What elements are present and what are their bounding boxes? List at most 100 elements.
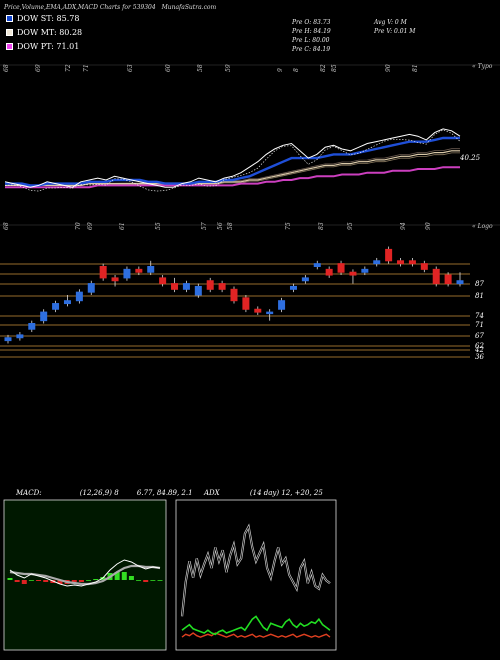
candle-body — [87, 283, 95, 293]
legend-swatch-st — [6, 15, 13, 22]
price-top-tick: 58 — [227, 222, 234, 230]
price-top-tick: 68 — [3, 222, 10, 230]
ema-dotted-line — [4, 129, 461, 192]
candle-body — [230, 288, 238, 302]
candle-body — [278, 300, 286, 310]
ema-value-label: 40.25 — [459, 154, 481, 162]
stat-low: Pre L: 80.00 — [292, 37, 330, 44]
ema-top-tick: 81 — [412, 64, 419, 72]
macd-histogram-bar — [43, 580, 49, 582]
adx-panel — [175, 499, 337, 651]
candle-body — [420, 263, 428, 270]
candle-body — [313, 263, 321, 267]
macd-params: (12,26,9) 8 — [79, 489, 119, 497]
candle-body — [135, 268, 143, 273]
macd-histogram-bar — [14, 580, 20, 582]
ema-top-tick: 59 — [225, 64, 232, 72]
candle-body — [301, 277, 309, 282]
macd-panel — [3, 499, 167, 651]
adx-title-row: ADX (14 day) 12, +20, 25 — [204, 489, 323, 497]
candle-body — [99, 266, 107, 279]
candle-body — [218, 283, 226, 290]
price-top-tick: 70 — [75, 222, 82, 230]
macd-histogram-bar — [78, 580, 84, 582]
ema-top-tick: 63 — [127, 64, 134, 72]
chart-title: Price,Volume,EMA,ADX,MACD Charts for 539… — [4, 4, 156, 11]
candle-body — [28, 323, 36, 330]
candle-body — [159, 277, 167, 285]
legend-item-pt: DOW PT: 71.01 — [6, 42, 82, 51]
price-top-tick: 56 — [217, 222, 224, 230]
ema-top-tick: 60 — [165, 64, 172, 72]
legend-label-mt: DOW MT: 80.28 — [17, 28, 83, 37]
stat-open: Pre O: 83.73 — [292, 19, 331, 26]
legend-label-st: DOW ST: 85.78 — [17, 14, 80, 23]
ema-top-tick: 82 — [320, 64, 327, 72]
price-top-tick: 95 — [347, 222, 354, 230]
dow-legend: DOW ST: 85.78 DOW MT: 80.28 DOW PT: 71.0… — [6, 14, 82, 51]
stat-close: Pre C: 84.19 — [292, 46, 331, 53]
candle-body — [182, 283, 190, 290]
candle-body — [325, 268, 333, 276]
candle-body — [337, 263, 345, 273]
candle-body — [242, 297, 250, 310]
candle-body — [111, 277, 119, 282]
candle-body — [397, 260, 405, 265]
ema-top-tick: 71 — [83, 64, 90, 72]
price-panel-label: « Logo — [472, 223, 493, 230]
legend-swatch-mt — [6, 29, 13, 36]
candle-body — [4, 337, 12, 342]
candle-body — [63, 300, 71, 305]
ema-top-tick: 85 — [331, 64, 338, 72]
candle-body — [123, 268, 131, 279]
candle-body — [349, 271, 357, 276]
site-name: MunafaSutra.com — [161, 4, 217, 11]
candle-body — [194, 285, 202, 296]
candle-body — [147, 266, 155, 273]
chart-header: Price,Volume,EMA,ADX,MACD Charts for 539… — [4, 4, 216, 11]
candle-body — [254, 308, 262, 313]
price-top-tick: 57 — [201, 222, 208, 230]
candle-body — [385, 248, 393, 262]
candle-body — [206, 280, 214, 290]
macd-histogram-bar — [21, 580, 27, 584]
level-label: 42 — [474, 346, 484, 354]
macd-histogram-bar — [128, 576, 134, 580]
level-label: 62 — [475, 342, 484, 350]
stat-avg-volume: Avg V: 0 M — [374, 19, 407, 26]
macd-histogram-bar — [114, 572, 120, 580]
macd-histogram-bar — [7, 578, 13, 580]
legend-swatch-pt — [6, 43, 13, 50]
candle-body — [456, 280, 464, 285]
stat-prev-volume: Pre V: 0.01 M — [374, 28, 416, 35]
legend-label-pt: DOW PT: 71.01 — [17, 42, 80, 51]
adx-di-minus-line — [181, 632, 331, 638]
macd-title: MACD — [16, 489, 40, 497]
candle-body — [444, 274, 452, 285]
adx-di-plus-line — [181, 615, 331, 636]
legend-item-st: DOW ST: 85.78 — [6, 14, 82, 23]
macd-histogram-bar — [57, 580, 63, 584]
price-top-tick: 83 — [318, 222, 325, 230]
adx-params: (14 day) 12, +20, 25 — [249, 489, 323, 497]
candle-body — [52, 303, 60, 310]
macd-histogram-bar — [71, 580, 77, 582]
price-top-tick: 69 — [87, 222, 94, 230]
ema-line-ema-short — [5, 136, 460, 187]
price-top-tick: 61 — [119, 222, 126, 230]
macd-histogram-bar — [86, 580, 92, 581]
ema-top-tick: 58 — [197, 64, 204, 72]
ema-top-tick: 90 — [385, 64, 392, 72]
legend-item-mt: DOW MT: 80.28 — [6, 28, 82, 37]
price-top-tick: 55 — [155, 222, 162, 230]
ema-top-tick: 8 — [293, 68, 300, 72]
candle-body — [361, 268, 369, 273]
volume-stats: Avg V: 0 M Pre V: 0.01 M — [374, 18, 415, 36]
adx-line-inner — [181, 525, 331, 617]
macd-line — [9, 559, 161, 587]
price-top-tick: 94 — [400, 222, 407, 230]
adx-frame — [175, 499, 337, 651]
level-label: 81 — [475, 292, 484, 300]
ema-panel: 68 69 72 71 63 60 58 59 9 8 82 85 90 81 « Typo 40.25 — [0, 63, 500, 192]
